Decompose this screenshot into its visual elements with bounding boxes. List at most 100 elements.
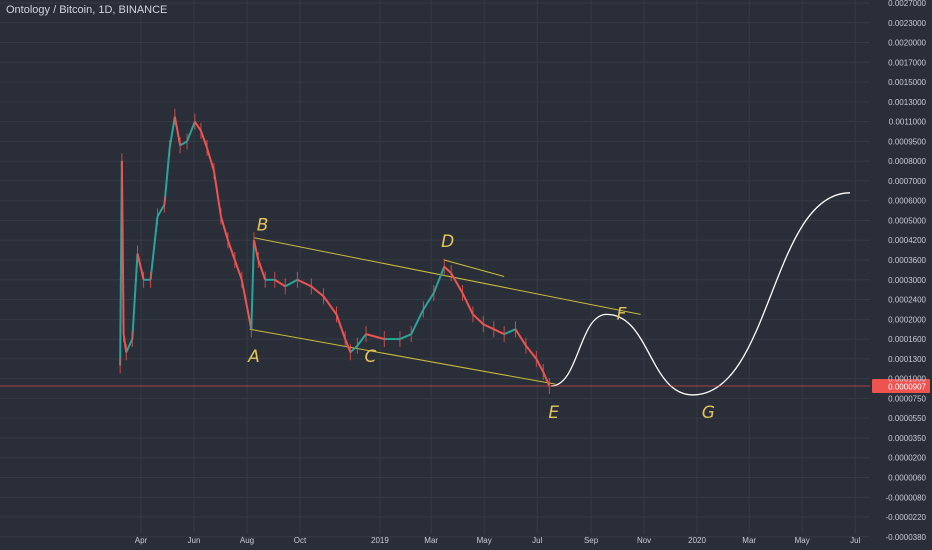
y-tick-label: 0.0009500 xyxy=(888,137,926,146)
y-tick-label: 0.0003000 xyxy=(888,276,926,285)
x-tick-label: 2020 xyxy=(688,536,706,545)
wave-label-d[interactable]: D xyxy=(441,232,454,252)
price-segment xyxy=(450,272,464,294)
y-tick-label: 0.0002000 xyxy=(888,315,926,324)
price-segment xyxy=(212,170,222,217)
y-tick-label: -0.0000080 xyxy=(886,493,927,502)
x-tick-label: Sep xyxy=(584,536,599,545)
price-segment xyxy=(206,147,215,172)
price-segment xyxy=(131,253,139,340)
price-segment xyxy=(149,216,159,280)
price-segment xyxy=(240,279,253,330)
y-tick-label: 0.0020000 xyxy=(888,39,926,48)
current-price-tag xyxy=(872,378,930,393)
x-tick-label: Mar xyxy=(424,536,438,545)
price-segment xyxy=(226,239,236,261)
y-tick-label: 0.0001600 xyxy=(888,335,926,344)
price-segment xyxy=(200,130,208,149)
price-segment xyxy=(120,161,125,335)
price-segment xyxy=(284,278,298,288)
price-segment xyxy=(274,278,286,288)
channel-line-D-line[interactable] xyxy=(444,259,505,277)
price-segment xyxy=(136,253,145,281)
x-tick-label: Jul xyxy=(532,536,542,545)
price-segment xyxy=(257,259,267,281)
price-segment xyxy=(525,345,538,360)
price-segment xyxy=(335,314,347,340)
price-segment xyxy=(535,358,545,373)
x-tick-label: Oct xyxy=(294,536,307,545)
wave-label-b[interactable]: B xyxy=(257,215,269,235)
y-tick-label: 0.0017000 xyxy=(888,58,926,67)
wave-label-e[interactable]: E xyxy=(548,403,559,423)
price-segment xyxy=(163,147,171,205)
y-tick-label: 0.0000200 xyxy=(888,454,926,463)
wave-label-f[interactable]: F xyxy=(617,304,627,324)
y-tick-label: 0.0015000 xyxy=(888,78,926,87)
x-tick-label: Jul xyxy=(850,536,860,545)
price-segment xyxy=(296,278,312,288)
y-axis: 0.0027000 0.0023000 0.0020000 0.0017000 0.00… xyxy=(886,0,927,542)
x-tick-label: Apr xyxy=(135,536,148,545)
price-segment xyxy=(493,328,505,336)
price-segment xyxy=(168,116,176,149)
y-tick-label: 0.0005000 xyxy=(888,216,926,225)
x-tick-label: 2019 xyxy=(371,536,389,545)
x-tick-label: May xyxy=(477,536,492,545)
wave-label-a[interactable]: A xyxy=(247,347,260,367)
wave-label-c[interactable]: C xyxy=(364,347,376,367)
price-segment xyxy=(365,333,385,341)
channel-line-upper[interactable] xyxy=(253,237,641,315)
y-tick-label: -0.0000220 xyxy=(886,513,927,522)
price-segment xyxy=(179,140,188,147)
y-tick-label: 0.0023000 xyxy=(888,19,926,28)
price-segment xyxy=(410,308,425,335)
projection-curve xyxy=(551,192,850,396)
price-segment xyxy=(219,216,229,241)
y-tick-label: -0.0000380 xyxy=(886,533,927,542)
y-tick-label: 0.0001000 xyxy=(888,375,926,384)
y-tick-label: 0.0000550 xyxy=(888,414,926,423)
price-segment xyxy=(443,265,452,274)
price-segment xyxy=(252,240,260,261)
x-tick-label: Jun xyxy=(188,536,201,545)
y-tick-label: 0.0004200 xyxy=(888,236,926,245)
price-segment xyxy=(310,285,325,298)
y-tick-label: 0.0003600 xyxy=(888,256,926,265)
y-tick-label: 0.0013000 xyxy=(888,98,926,107)
price-path xyxy=(119,108,551,394)
price-segment xyxy=(156,204,166,218)
price-segment xyxy=(422,292,435,310)
price-segment xyxy=(125,338,134,353)
current-price-label: 0.0000907 xyxy=(888,382,926,391)
price-segment xyxy=(432,266,446,294)
y-tick-label: 0.0000350 xyxy=(888,434,926,443)
wave-labels: A B C D E F G xyxy=(247,215,715,423)
price-segment xyxy=(250,240,255,330)
x-tick-label: Aug xyxy=(240,536,254,545)
price-segment xyxy=(482,323,495,331)
price-segment xyxy=(461,292,474,315)
y-tick-label: 0.0011000 xyxy=(889,118,927,127)
y-tick-label: 0.0027000 xyxy=(888,0,926,8)
x-tick-label: Nov xyxy=(637,536,651,545)
y-tick-label: 0.0007000 xyxy=(888,177,926,186)
price-segment xyxy=(194,121,202,132)
channel-line-lower[interactable] xyxy=(249,328,556,385)
y-tick-label: 0.0006000 xyxy=(888,197,926,206)
y-tick-label: 0.0000060 xyxy=(888,473,926,482)
price-segment xyxy=(173,116,182,146)
price-segment xyxy=(503,328,516,336)
x-tick-label: Mar xyxy=(742,536,756,545)
price-segment xyxy=(472,313,485,325)
price-segment xyxy=(322,295,338,315)
projection-path[interactable] xyxy=(551,192,850,396)
grid xyxy=(0,0,870,538)
y-tick-label: 0.0000750 xyxy=(888,394,926,403)
y-tick-label: 0.0001300 xyxy=(888,355,926,364)
price-segment xyxy=(399,333,412,341)
wave-label-g[interactable]: G xyxy=(702,403,715,423)
price-segment xyxy=(514,328,527,347)
y-tick-label: 0.0002400 xyxy=(888,296,926,305)
